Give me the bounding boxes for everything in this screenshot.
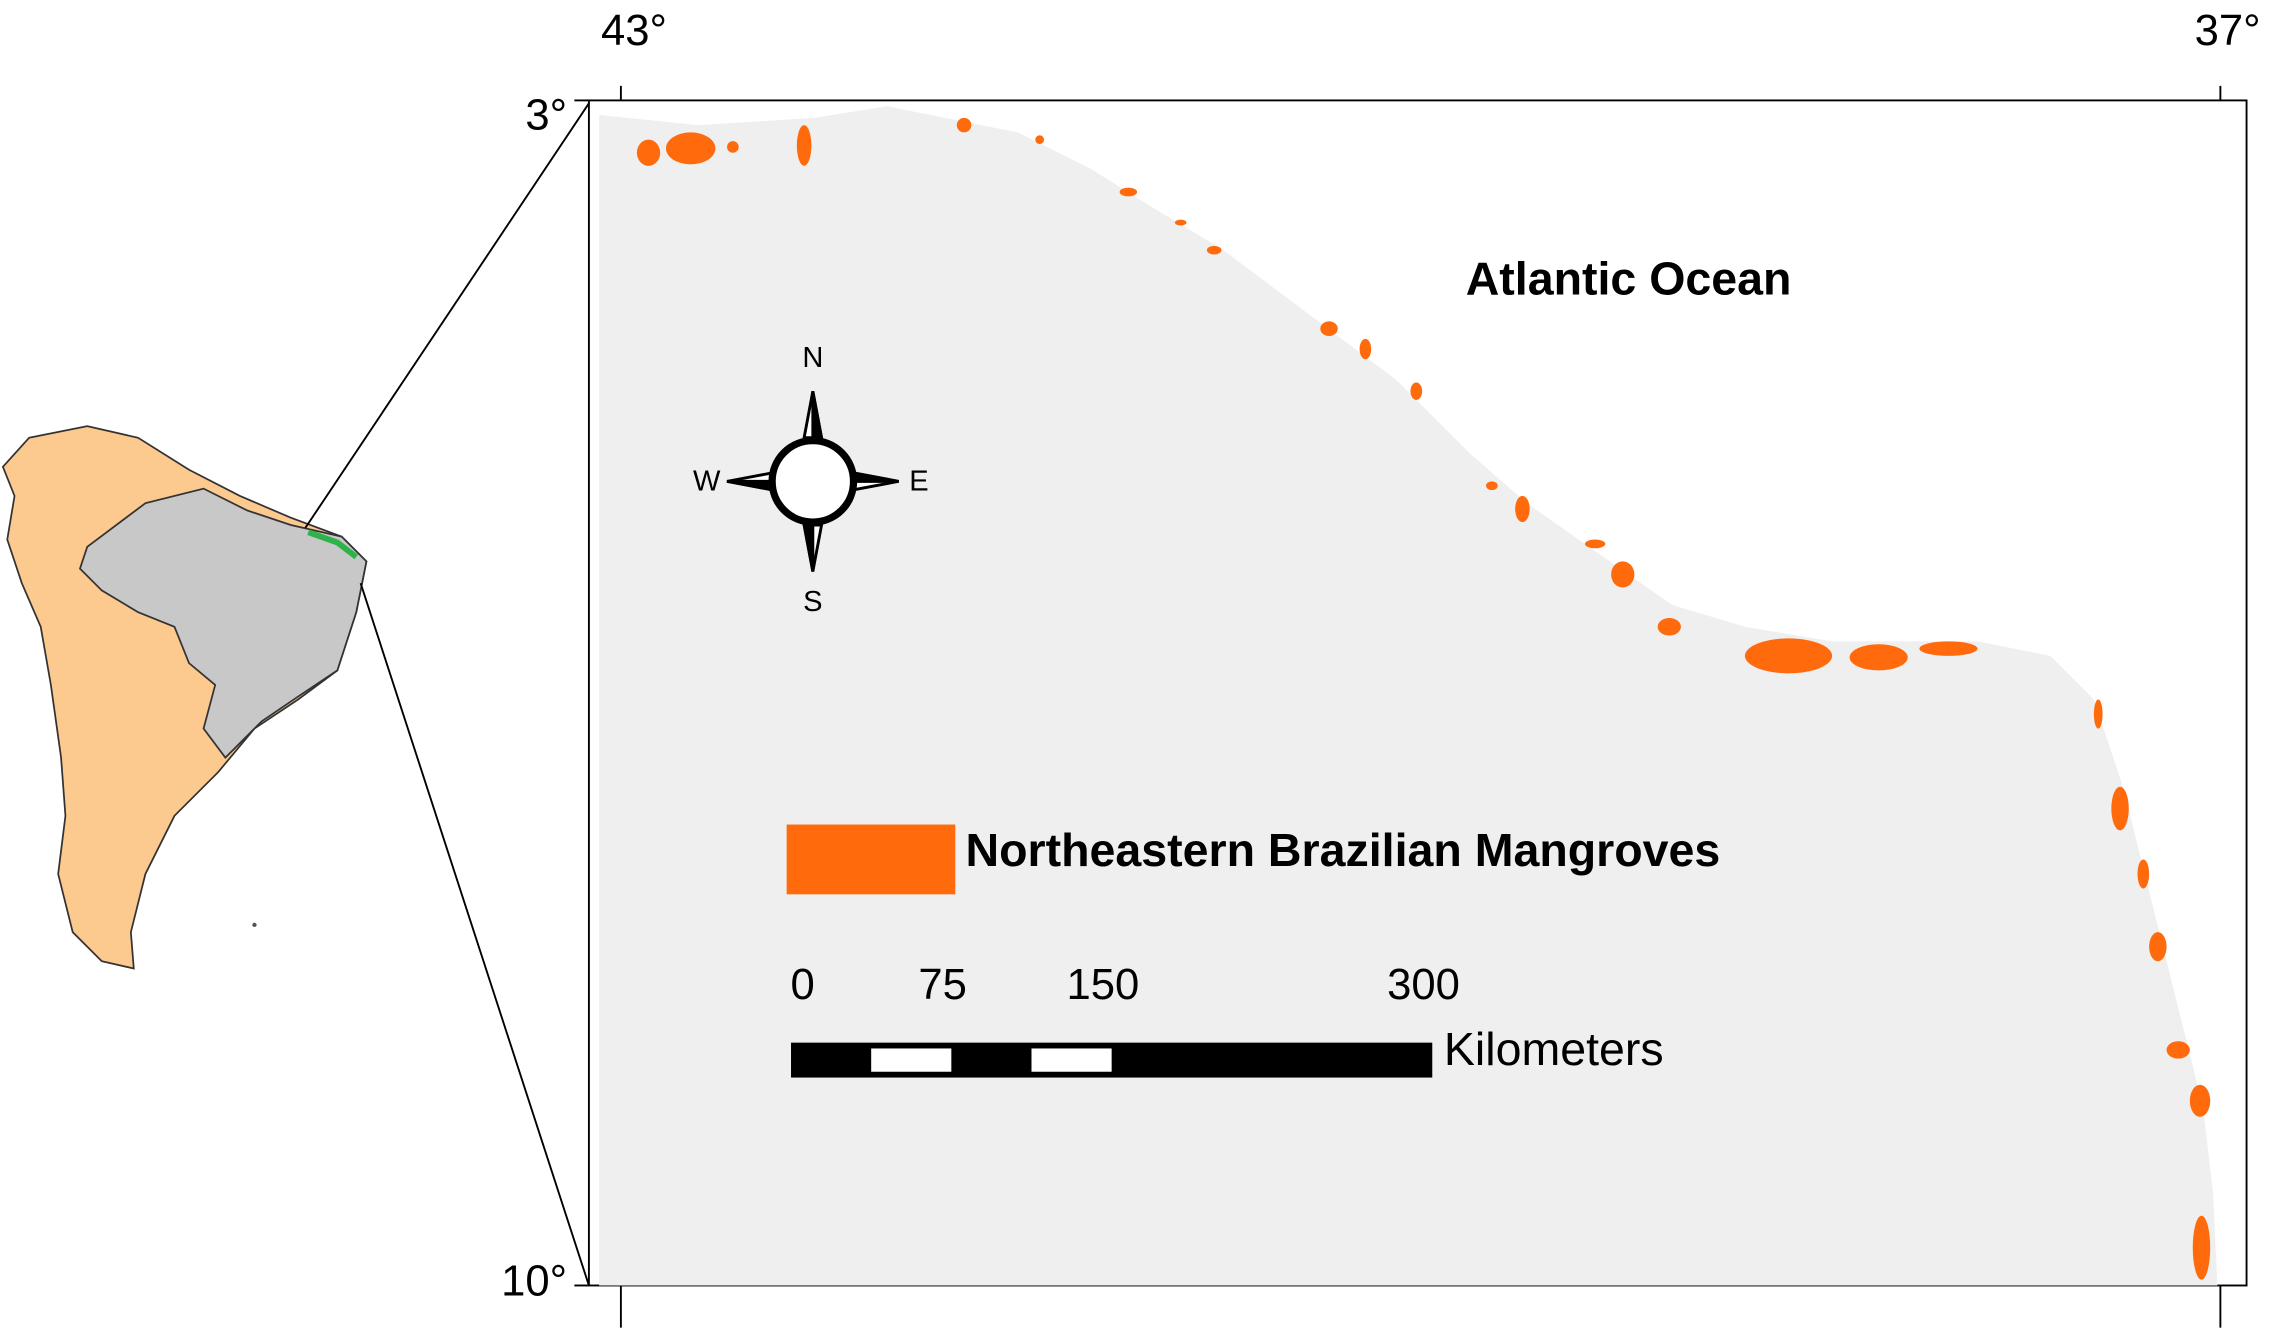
mangrove-patch <box>1359 338 1372 360</box>
mangrove-patch <box>956 117 972 133</box>
scale-tick-label: 150 <box>1067 961 1140 1009</box>
mangrove-patch <box>2166 1041 2190 1059</box>
scale-bar-segment <box>871 1048 952 1072</box>
compass-label: N <box>802 342 823 374</box>
mangrove-patch <box>636 139 661 166</box>
mangrove-patch <box>1744 638 1833 674</box>
latitude-label: 10° <box>501 1258 567 1306</box>
legend-swatch <box>786 824 956 895</box>
mangrove-patch <box>2189 1084 2211 1117</box>
legend-label: Northeastern Brazilian Mangroves <box>966 824 1721 876</box>
latitude-label: 3° <box>525 91 567 139</box>
compass-label: W <box>693 466 721 498</box>
mangrove-patch <box>2137 859 2150 889</box>
mangrove-patch <box>1584 539 1606 549</box>
mangrove-patch <box>2093 699 2103 729</box>
mangrove-patch <box>1320 321 1338 336</box>
south-america-inset <box>1 425 368 970</box>
mangrove-patch <box>1486 481 1498 491</box>
compass-label: E <box>909 466 928 498</box>
ocean-label: Atlantic Ocean <box>1466 252 1792 304</box>
compass <box>726 390 899 572</box>
mangrove-patch <box>1119 187 1138 197</box>
brazil <box>78 487 368 759</box>
scale-tick-label: 0 <box>791 961 815 1009</box>
mangrove-patch <box>2149 932 2167 962</box>
scale-bar: 0 75 150 300 <box>791 961 1460 1078</box>
land <box>599 106 2218 1286</box>
scale-unit: Kilometers <box>1444 1023 1664 1075</box>
mangrove-patch <box>1919 641 1978 656</box>
highlight-coast <box>307 529 359 560</box>
mangrove-patch <box>665 132 716 165</box>
zoom-line <box>304 102 590 529</box>
mangrove-patch <box>1410 382 1423 400</box>
mangrove-patch <box>1515 495 1530 523</box>
mangroves <box>636 117 2211 1280</box>
scale-tick-label: 75 <box>918 961 967 1009</box>
mangrove-patch <box>1035 135 1045 145</box>
mangrove-patch <box>1657 618 1681 636</box>
zoom-line <box>359 582 590 1286</box>
mangrove-patch <box>1611 561 1635 588</box>
scale-bar-segment <box>1031 1048 1112 1072</box>
mangrove-patch <box>1849 644 1908 671</box>
mangrove-patch <box>2111 786 2129 831</box>
scale-tick-label: 300 <box>1387 961 1460 1009</box>
mangrove-patch <box>2192 1215 2211 1280</box>
mangrove-patch <box>1174 219 1187 226</box>
longitude-label: 37° <box>2195 7 2261 55</box>
longitude-label: 43° <box>601 7 667 55</box>
mangrove-patch <box>796 125 812 166</box>
island <box>252 922 257 928</box>
compass-label: S <box>803 586 822 618</box>
mangrove-patch <box>1206 245 1222 255</box>
mangrove-patch <box>727 141 739 153</box>
